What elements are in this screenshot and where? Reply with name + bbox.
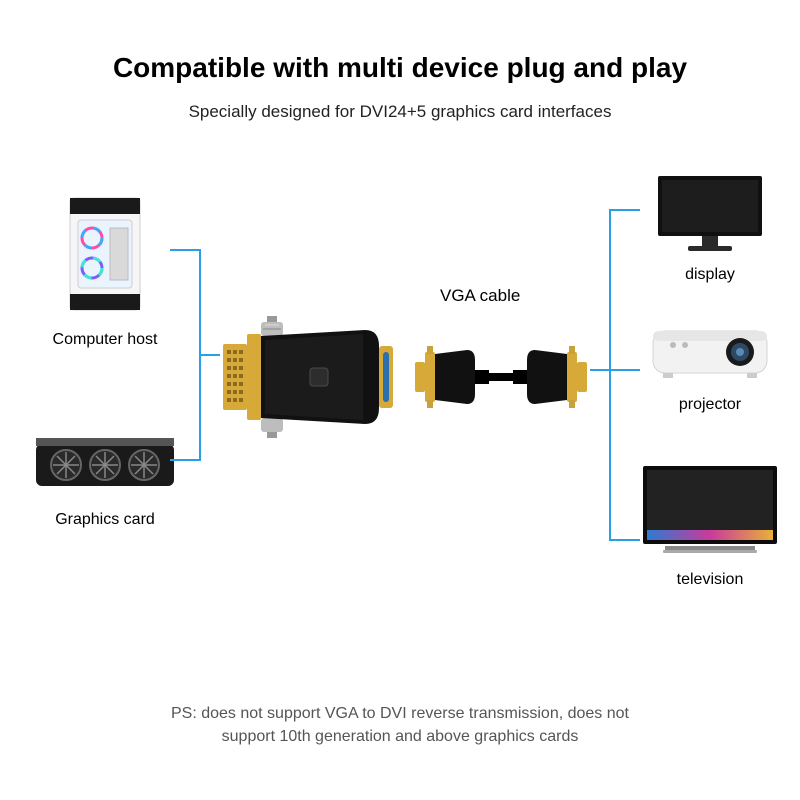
- device-label: television: [630, 571, 790, 589]
- footnote: PS: does not support VGA to DVI reverse …: [0, 703, 800, 748]
- device-label: Graphics card: [30, 511, 180, 529]
- television-icon: [635, 460, 785, 560]
- device-label: display: [640, 266, 780, 284]
- display-icon: [650, 170, 770, 255]
- page-title: Compatible with multi device plug and pl…: [0, 0, 800, 84]
- device-display: display: [640, 170, 780, 284]
- center-group: VGA cable: [215, 280, 595, 467]
- dvi-vga-adapter-icon: [215, 292, 595, 462]
- device-label: projector: [640, 396, 780, 414]
- page-subtitle: Specially designed for DVI24+5 graphics …: [0, 102, 800, 122]
- footnote-line1: PS: does not support VGA to DVI reverse …: [171, 705, 629, 722]
- graphics-card-icon: [30, 430, 180, 500]
- device-projector: projector: [640, 315, 780, 414]
- computer-host-icon: [50, 190, 160, 320]
- footnote-line2: support 10th generation and above graphi…: [222, 728, 579, 745]
- device-computer-host: Computer host: [40, 190, 170, 349]
- device-television: television: [630, 460, 790, 589]
- vga-cable-label: VGA cable: [440, 286, 520, 306]
- device-graphics-card: Graphics card: [30, 430, 180, 529]
- device-label: Computer host: [40, 331, 170, 349]
- diagram-area: Computer host Graphics card VGA cable: [0, 170, 800, 670]
- projector-icon: [645, 315, 775, 385]
- left-bracket: [170, 240, 220, 470]
